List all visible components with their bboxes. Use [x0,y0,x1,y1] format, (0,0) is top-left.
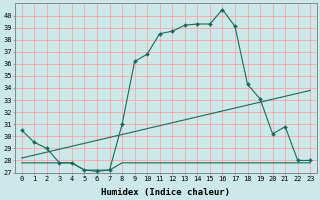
X-axis label: Humidex (Indice chaleur): Humidex (Indice chaleur) [101,188,230,197]
